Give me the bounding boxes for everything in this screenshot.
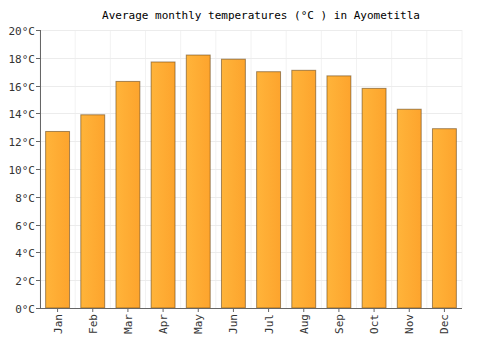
grid [40, 30, 462, 309]
x-tick [92, 308, 93, 312]
y-tick [36, 197, 40, 198]
x-tick-label: Sep [333, 314, 346, 334]
x-tick [268, 308, 269, 312]
x-tick-label: Jul [263, 314, 276, 334]
bar [432, 129, 456, 308]
y-tick-label: 12°C [9, 136, 36, 149]
y-tick-label: 2°C [15, 275, 35, 288]
y-tick [36, 225, 40, 226]
bar [116, 81, 140, 308]
x-tick [409, 308, 410, 312]
y-tick [36, 30, 40, 31]
bars [46, 55, 457, 308]
y-axis [40, 30, 41, 308]
x-tick [338, 308, 339, 312]
bar [257, 72, 281, 308]
x-tick-label: May [192, 314, 205, 334]
bar [81, 115, 105, 308]
chart-container: Average monthly temperatures (°C ) in Ay… [0, 0, 500, 350]
grid-line [40, 30, 462, 31]
y-tick-label: 10°C [9, 164, 36, 177]
chart-svg: Average monthly temperatures (°C ) in Ay… [0, 0, 500, 350]
y-tick [36, 169, 40, 170]
y-tick [36, 86, 40, 87]
y-tick [36, 58, 40, 59]
x-tick [57, 308, 58, 312]
x-tick [198, 308, 199, 312]
x-tick-label: Oct [368, 314, 381, 334]
x-tick-label: Jan [52, 314, 65, 334]
grid-line [40, 86, 462, 87]
x-tick [163, 308, 164, 312]
y-tick-label: 16°C [9, 81, 36, 94]
x-tick-label: Dec [438, 314, 451, 334]
y-tick [36, 141, 40, 142]
x-tick-label: Aug [298, 314, 311, 334]
bar [292, 70, 316, 308]
grid-line [40, 58, 462, 59]
x-tick-label: Nov [403, 314, 416, 334]
bar [327, 76, 351, 308]
x-tick-label: Mar [122, 314, 135, 334]
x-tick [127, 308, 128, 312]
x-tick [303, 308, 304, 312]
y-tick-label: 4°C [15, 247, 35, 260]
y-tick-label: 14°C [9, 108, 36, 121]
bar [151, 62, 175, 308]
y-tick [36, 252, 40, 253]
x-tick-label: Apr [157, 314, 170, 334]
y-tick-label: 6°C [15, 220, 35, 233]
x-tick [374, 308, 375, 312]
y-tick [36, 308, 40, 309]
bar [46, 131, 70, 308]
bar [221, 59, 245, 308]
grid-line [40, 308, 462, 309]
bar [397, 109, 421, 308]
y-tick [36, 280, 40, 281]
y-tick-label: 0°C [15, 303, 35, 316]
x-tick [444, 308, 445, 312]
x-tick [233, 308, 234, 312]
x-axis [40, 308, 462, 309]
x-tick-label: Feb [87, 314, 100, 334]
x-tick-label: Jun [227, 314, 240, 334]
y-tick-label: 8°C [15, 192, 35, 205]
y-tick-label: 18°C [9, 53, 36, 66]
title: Average monthly temperatures (°C ) in Ay… [102, 9, 420, 22]
bar [362, 88, 386, 308]
bar [186, 55, 210, 308]
y-tick [36, 113, 40, 114]
y-tick-label: 20°C [9, 25, 36, 38]
